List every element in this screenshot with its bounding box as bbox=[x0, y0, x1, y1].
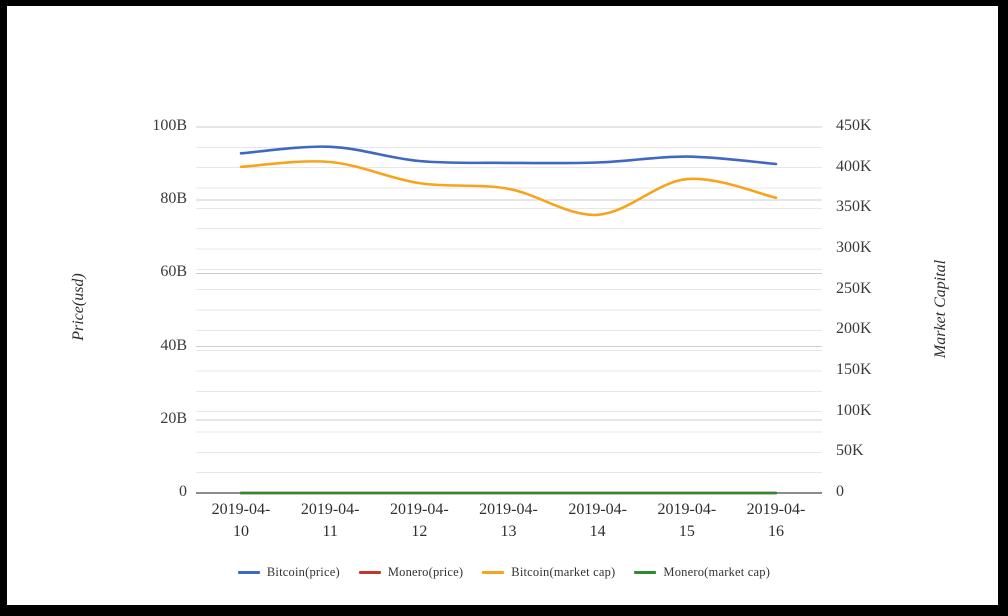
right-axis-tick-label: 0 bbox=[836, 483, 844, 500]
x-axis-tick-label: 2019-04- 10 bbox=[211, 501, 271, 540]
right-axis-tick-label: 50K bbox=[836, 442, 864, 460]
legend-label: Monero(market cap) bbox=[663, 565, 771, 579]
right-axis-tick-label: 150K bbox=[836, 361, 872, 378]
legend-label: Monero(price) bbox=[387, 565, 464, 579]
legend-item-bitcoin-market-cap[interactable]: Bitcoin(market cap) bbox=[482, 565, 615, 580]
x-axis-tick-label: 2019-04- 15 bbox=[657, 501, 717, 540]
legend-label: Bitcoin(market cap) bbox=[511, 565, 616, 579]
legend: Bitcoin(price) Monero(price) Bitcoin(marke… bbox=[0, 565, 1008, 580]
left-axis-tick-label: 40B bbox=[160, 336, 187, 354]
legend-marker-bitcoin-market-cap bbox=[482, 571, 505, 574]
x-axis-tick-label: 2019-04- 12 bbox=[390, 501, 449, 540]
right-axis-tick-label: 200K bbox=[836, 320, 872, 338]
left-axis-tick-label: 80B bbox=[160, 190, 187, 208]
x-axis-tick-label: 2019-04- 14 bbox=[568, 501, 627, 540]
left-axis-tick-label: 20B bbox=[160, 409, 187, 427]
bitcoin-market-cap-line bbox=[239, 160, 778, 217]
x-axis-tick-label: 2019-04- 13 bbox=[479, 501, 538, 540]
right-axis-tick-label: 350K bbox=[836, 198, 872, 216]
legend-marker-monero-price bbox=[358, 571, 381, 574]
legend-marker-bitcoin-price bbox=[237, 571, 260, 574]
left-axis-tick-label: 100B bbox=[152, 117, 187, 134]
right-axis-tick-label: 450K bbox=[836, 117, 872, 134]
legend-item-monero-price[interactable]: Monero(price) bbox=[358, 565, 464, 580]
bitcoin-price-line bbox=[239, 145, 778, 166]
legend-label: Bitcoin(price) bbox=[266, 565, 340, 579]
right-axis-tick-label: 300K bbox=[836, 239, 872, 256]
left-axis-tick-label: 0 bbox=[179, 483, 187, 500]
left-axis-tick-label: 60B bbox=[160, 263, 187, 281]
right-axis-tick-label: 400K bbox=[836, 157, 872, 175]
legend-item-monero-market-cap[interactable]: Monero(market cap) bbox=[634, 565, 770, 580]
x-axis-tick-label: 2019-04- 11 bbox=[300, 501, 360, 540]
right-axis-tick-label: 250K bbox=[836, 279, 872, 297]
left-axis-title: Price(usd) bbox=[70, 273, 87, 341]
x-axis-tick-label: 2019-04- 16 bbox=[746, 501, 806, 540]
legend-item-bitcoin-price[interactable]: Bitcoin(price) bbox=[237, 565, 340, 580]
legend-marker-monero-market-cap bbox=[634, 571, 657, 574]
right-axis-tick-label: 100K bbox=[836, 401, 872, 419]
right-axis-title: Market Capital bbox=[932, 259, 949, 359]
